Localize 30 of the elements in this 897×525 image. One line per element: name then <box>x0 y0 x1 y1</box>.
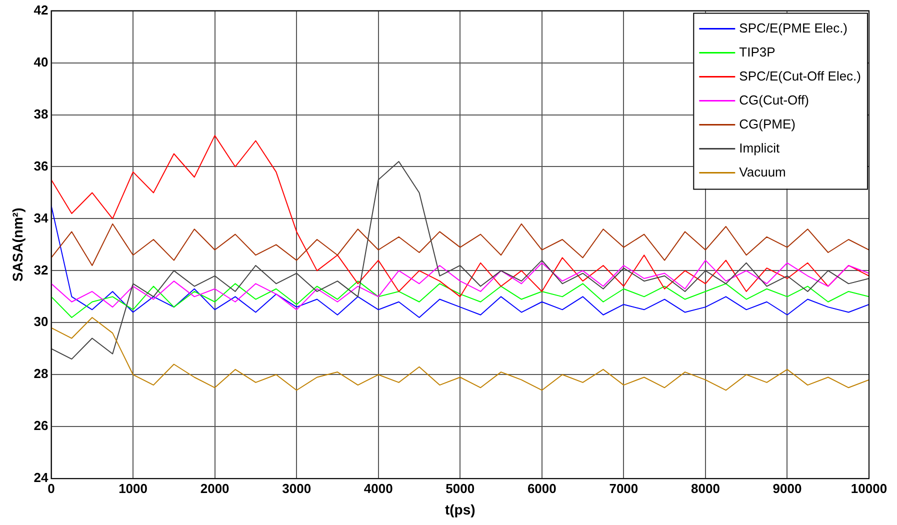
x-tick-label: 4000 <box>364 480 393 496</box>
x-tick-label: 8000 <box>690 480 720 496</box>
x-tick-label: 3000 <box>282 480 312 496</box>
legend-label: CG(Cut-Off) <box>739 92 809 108</box>
x-tick-label: 0 <box>48 480 55 496</box>
x-tick-label: 1000 <box>118 480 148 496</box>
x-tick-label: 10000 <box>850 480 888 496</box>
legend-label: Implicit <box>739 140 780 156</box>
y-tick-label: 24 <box>34 470 50 486</box>
y-tick-label: 42 <box>34 2 48 18</box>
x-axis-title: t(ps) <box>444 501 476 518</box>
legend-label: SPC/E(Cut-Off Elec.) <box>739 68 861 84</box>
legend-label: TIP3P <box>739 44 776 60</box>
x-tick-label: 9000 <box>772 480 802 496</box>
y-tick-label: 34 <box>34 210 50 226</box>
y-tick-label: 30 <box>34 314 48 330</box>
y-tick-label: 26 <box>34 418 48 434</box>
y-tick-label: 40 <box>34 54 48 70</box>
legend-label: CG(PME) <box>739 116 796 132</box>
legend-label: Vacuum <box>739 164 786 180</box>
y-tick-label: 32 <box>34 262 48 278</box>
x-tick-label: 2000 <box>200 480 230 496</box>
y-tick-label: 28 <box>34 366 48 382</box>
x-tick-label: 7000 <box>609 480 638 496</box>
y-axis-title: SASA(nm²) <box>9 208 26 282</box>
x-tick-label: 5000 <box>446 480 475 496</box>
y-tick-label: 38 <box>34 106 48 122</box>
x-tick-label: 6000 <box>527 480 556 496</box>
legend-label: SPC/E(PME Elec.) <box>739 20 848 36</box>
y-tick-label: 36 <box>34 158 48 174</box>
